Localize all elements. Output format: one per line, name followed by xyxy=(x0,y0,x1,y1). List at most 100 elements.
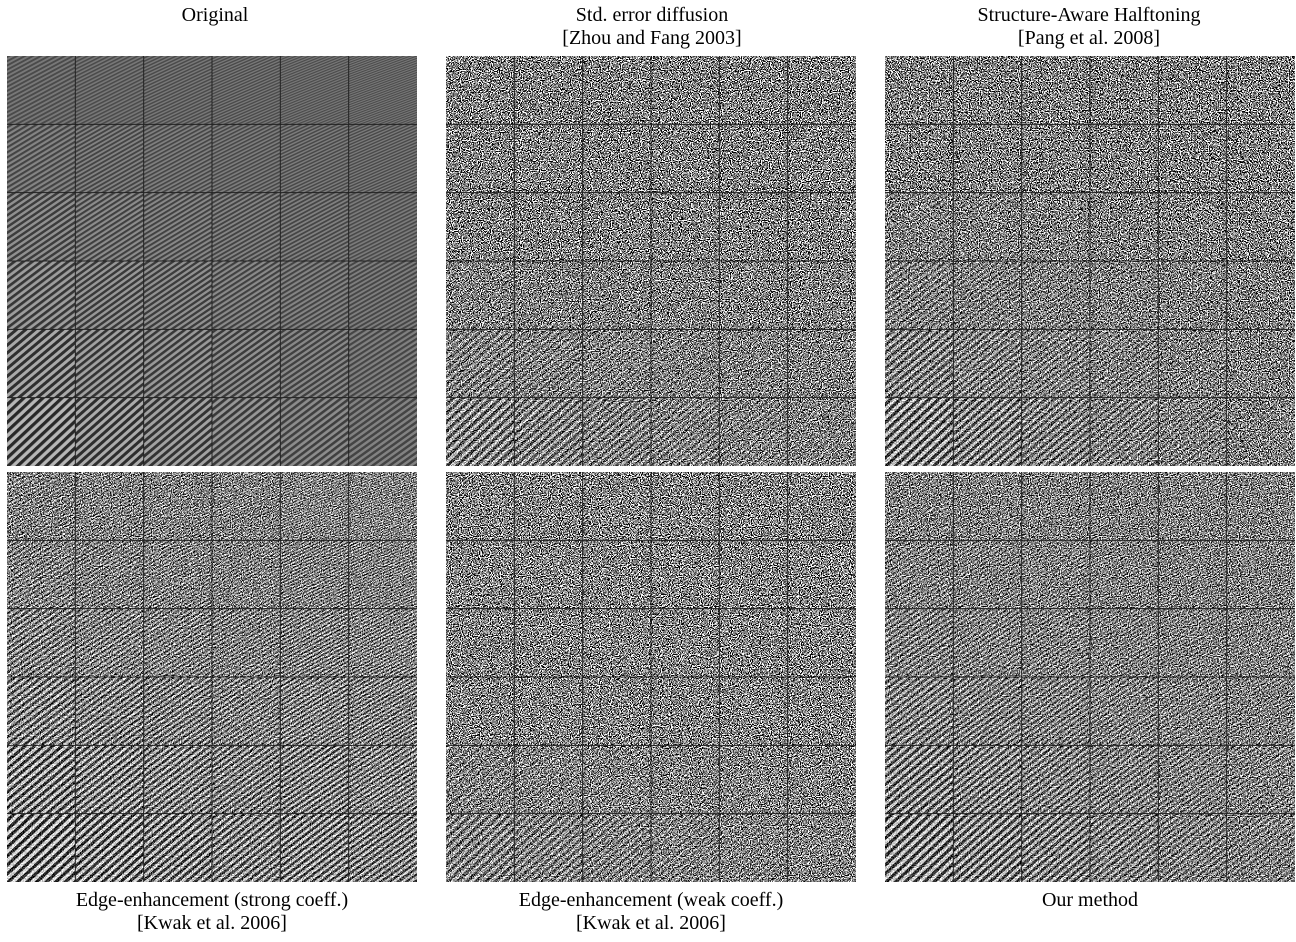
pattern-cell xyxy=(348,124,417,193)
pattern-cell xyxy=(885,472,954,541)
pattern-cell xyxy=(583,56,651,124)
pattern-cell xyxy=(1022,56,1090,124)
pattern-cell xyxy=(1090,677,1159,746)
pattern-cell xyxy=(143,56,212,125)
caption-line: [Zhou and Fang 2003] xyxy=(562,27,742,49)
pattern-cell xyxy=(651,472,719,540)
pattern-cell xyxy=(583,124,651,192)
pattern-cell xyxy=(1090,472,1159,541)
pattern-cell xyxy=(953,745,1022,814)
pattern-cell xyxy=(1158,261,1227,330)
caption-line: Edge-enhancement (strong coeff.) xyxy=(75,889,349,911)
pattern-cell xyxy=(75,397,144,466)
pattern-cell xyxy=(885,540,954,609)
pattern-cell xyxy=(143,813,212,882)
structure-aware-image xyxy=(885,56,1295,466)
caption-line: Structure-Aware Halftoning xyxy=(977,4,1201,26)
pattern-cell xyxy=(651,329,720,398)
pattern-cell xyxy=(446,813,515,882)
pattern-cell xyxy=(446,745,515,814)
pattern-cell xyxy=(787,397,856,466)
caption-structure-aware: Structure-Aware Halftoning [Pang et al. … xyxy=(879,4,1296,50)
pattern-cell xyxy=(1021,329,1090,398)
caption-edge-strong: Edge-enhancement (strong coeff.) [Kwak e… xyxy=(2,889,422,935)
pattern-cell xyxy=(1090,745,1159,814)
pattern-cell xyxy=(1021,677,1090,746)
pattern-cell xyxy=(1226,540,1295,609)
pattern-cell xyxy=(280,397,349,466)
pattern-cell xyxy=(651,609,719,677)
pattern-cell xyxy=(75,608,144,677)
panel-std-error-diffusion xyxy=(446,56,856,466)
pattern-cell xyxy=(514,472,583,541)
pattern-cell xyxy=(212,261,281,330)
panel-original xyxy=(7,56,417,466)
pattern-cell xyxy=(885,56,954,125)
pattern-cell xyxy=(719,472,787,540)
pattern-cell xyxy=(953,56,1022,125)
pattern-cell xyxy=(719,677,787,745)
pattern-cell xyxy=(953,677,1022,746)
pattern-cell xyxy=(280,608,349,677)
caption-line: Our method xyxy=(1041,889,1139,911)
pattern-cell xyxy=(1158,329,1227,398)
pattern-cell xyxy=(1021,745,1090,814)
pattern-cell xyxy=(719,609,787,677)
pattern-cell xyxy=(75,329,144,398)
pattern-cell xyxy=(1090,261,1159,330)
pattern-cell xyxy=(788,193,856,261)
pattern-cell xyxy=(212,397,281,466)
pattern-cell xyxy=(7,540,76,609)
pattern-cell xyxy=(7,192,76,261)
pattern-cell xyxy=(1090,124,1158,192)
pattern-cell xyxy=(212,192,281,261)
pattern-cell xyxy=(651,540,719,608)
pattern-cell xyxy=(1158,397,1227,466)
pattern-cell xyxy=(7,261,76,330)
pattern-cell xyxy=(1226,745,1295,814)
pattern-cell xyxy=(7,56,76,125)
pattern-cell xyxy=(1158,124,1226,192)
pattern-cell xyxy=(280,124,349,193)
caption-line: [Kwak et al. 2006] xyxy=(137,912,287,934)
pattern-cell xyxy=(719,329,788,398)
pattern-cell xyxy=(143,745,212,814)
pattern-cell xyxy=(582,608,651,677)
pattern-cell xyxy=(1021,608,1090,677)
pattern-cell xyxy=(75,677,144,746)
pattern-cell xyxy=(212,329,281,398)
pattern-cell xyxy=(1021,472,1090,541)
pattern-cell xyxy=(788,472,856,540)
pattern-cell xyxy=(75,745,144,814)
pattern-cell xyxy=(212,608,281,677)
pattern-cell xyxy=(1021,397,1090,466)
pattern-cell xyxy=(446,540,515,609)
pattern-cell xyxy=(1090,540,1159,609)
caption-edge-weak: Edge-enhancement (weak coeff.) [Kwak et … xyxy=(441,889,861,935)
pattern-cell xyxy=(446,608,515,677)
pattern-cell xyxy=(280,329,349,398)
pattern-cell xyxy=(1227,124,1295,192)
pattern-cell xyxy=(75,813,144,882)
pattern-cell xyxy=(446,124,515,193)
pattern-cell xyxy=(514,677,583,746)
pattern-cell xyxy=(348,329,417,398)
pattern-cell xyxy=(514,745,583,814)
pattern-cell xyxy=(1226,329,1295,398)
pattern-cell xyxy=(719,193,787,261)
panel-structure-aware xyxy=(885,56,1295,466)
pattern-cell xyxy=(885,608,954,677)
caption-line: [Pang et al. 2008] xyxy=(1017,27,1161,49)
pattern-cell xyxy=(143,124,212,193)
pattern-cell xyxy=(719,813,788,882)
panel-our-method xyxy=(885,472,1295,882)
pattern-cell xyxy=(280,192,349,261)
pattern-cell xyxy=(788,124,856,192)
pattern-cell xyxy=(143,608,212,677)
pattern-cell xyxy=(143,329,212,398)
pattern-cell xyxy=(1227,56,1295,124)
pattern-cell xyxy=(446,329,515,398)
pattern-cell xyxy=(1090,192,1159,261)
pattern-cell xyxy=(1227,193,1295,261)
pattern-cell xyxy=(788,261,856,329)
